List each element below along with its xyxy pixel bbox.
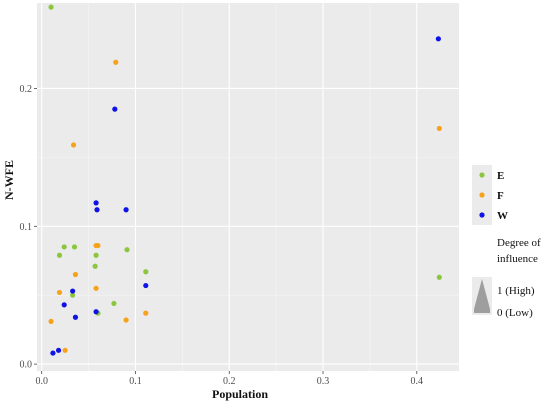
legend-key-w (479, 212, 485, 218)
point-f (56, 289, 63, 296)
x-axis-ticks: 0.0 0.1 0.2 0.3 0.4 (35, 371, 423, 387)
point-w (93, 309, 99, 315)
x-tick-label: 0.4 (411, 376, 424, 387)
size-legend-title-line1: Degree of (497, 237, 541, 249)
point-e (143, 269, 149, 275)
data-points (48, 4, 442, 356)
legend-label-w: W (497, 210, 508, 222)
point-w (72, 314, 79, 320)
point-w (94, 207, 100, 213)
y-tick-label: 0.1 (20, 222, 33, 233)
point-f (95, 242, 101, 249)
y-tick-label: 0.2 (20, 84, 33, 95)
x-tick-label: 0.0 (35, 376, 48, 387)
legend: EFW (472, 165, 508, 225)
point-f (72, 271, 79, 278)
point-f (113, 59, 119, 65)
x-axis-title: Population (212, 387, 268, 401)
size-legend-high-label: 1 (High) (497, 285, 535, 297)
point-w (143, 282, 149, 289)
point-w (93, 200, 99, 206)
point-w (55, 347, 62, 353)
point-e (61, 244, 67, 250)
legend-label-f: F (497, 190, 504, 202)
point-e (56, 252, 63, 258)
influence-base-mark (474, 309, 490, 313)
point-e (436, 274, 442, 280)
point-e (111, 300, 117, 307)
size-legend: Degree of influence 1 (High) 0 (Low) (472, 237, 541, 319)
y-axis-ticks: 0.0 0.1 0.2 (20, 84, 37, 371)
point-w (435, 36, 441, 42)
y-axis-title: N-WFE (2, 160, 16, 200)
x-tick-label: 0.3 (317, 376, 330, 387)
point-e (93, 252, 99, 258)
point-e (71, 244, 78, 250)
size-legend-title-line2: influence (497, 253, 538, 265)
point-e (70, 292, 76, 298)
point-e (92, 263, 98, 269)
x-tick-label: 0.2 (223, 376, 236, 387)
point-w (50, 350, 56, 356)
point-f (62, 347, 68, 353)
point-f (48, 318, 54, 324)
point-f (143, 310, 149, 316)
x-tick-label: 0.1 (129, 376, 142, 387)
plot-panel (37, 3, 459, 371)
point-f (93, 285, 99, 291)
point-w (123, 207, 129, 213)
legend-key-e (479, 172, 485, 178)
point-f (123, 317, 129, 323)
point-f (70, 142, 77, 148)
grid-lines (37, 3, 459, 371)
y-tick-label: 0.0 (20, 360, 33, 371)
influence-triangle-icon (474, 279, 490, 309)
point-w (61, 302, 67, 308)
point-e (124, 247, 130, 253)
size-legend-low-label: 0 (Low) (497, 307, 533, 319)
point-e (48, 4, 54, 10)
point-f (436, 125, 442, 132)
point-w (112, 106, 118, 112)
legend-label-e: E (497, 170, 504, 182)
legend-key-f (479, 192, 485, 198)
point-w (70, 288, 76, 294)
